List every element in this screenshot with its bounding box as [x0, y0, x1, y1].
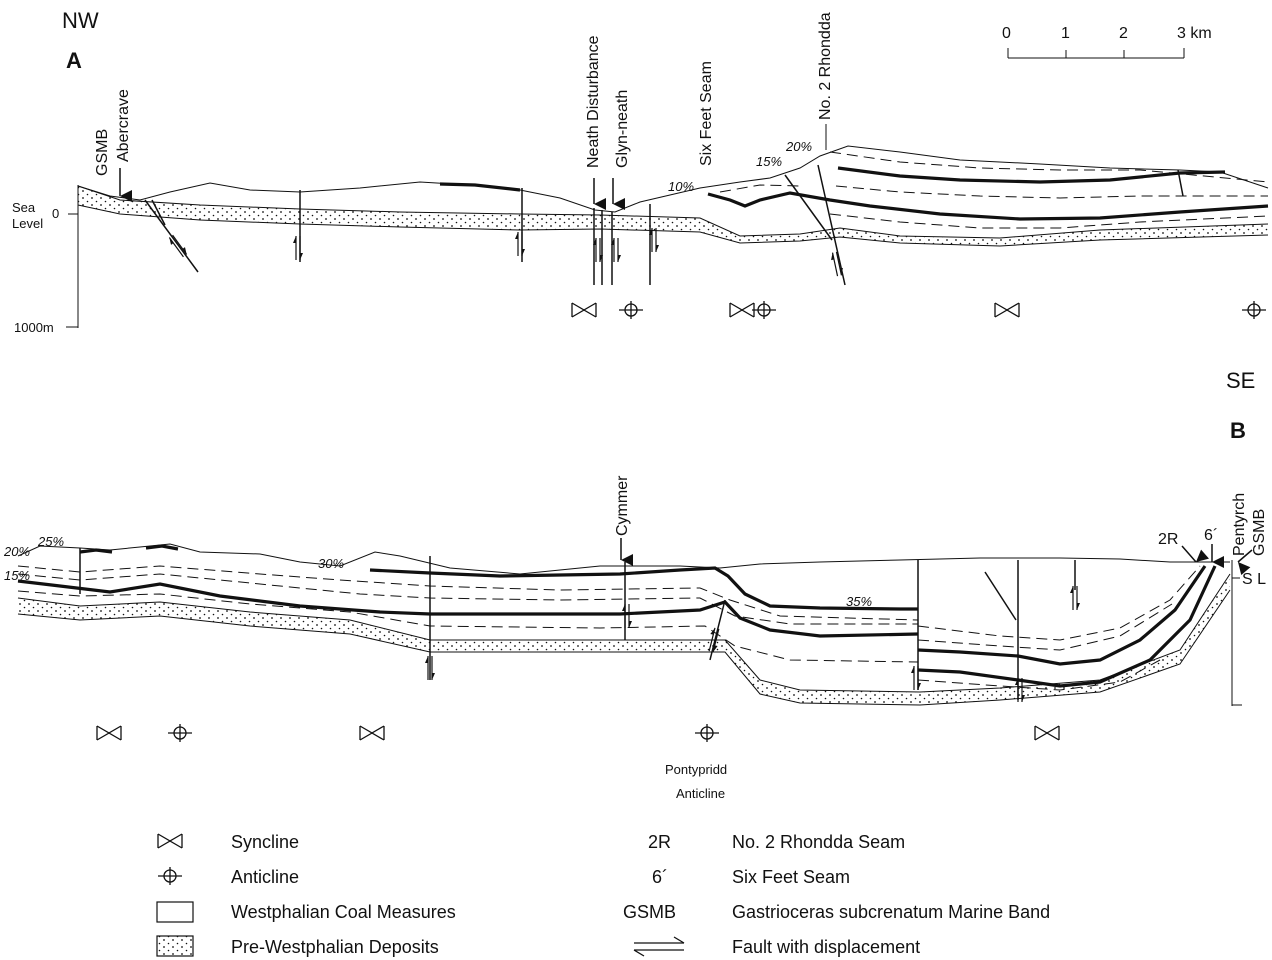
gsmb-label-a: GSMB: [94, 129, 111, 176]
fault-abercrave: [144, 199, 199, 273]
fault-pontypridd: [709, 599, 726, 661]
legend-anticline-label: Anticline: [231, 867, 299, 887]
nw-label: NW: [62, 8, 99, 33]
anticline-symbol: [1241, 300, 1267, 320]
syncline-symbol: [571, 302, 597, 318]
seam-b-upper-1: [79, 548, 113, 554]
legend-abbr-6: 6´: [652, 867, 668, 887]
dip-label: 25%: [37, 534, 64, 549]
no2-rhondda-seam-a: [837, 166, 1226, 184]
neath-disturbance-label: Neath Disturbance: [585, 35, 602, 168]
fault-displacement-mark: [514, 231, 526, 257]
legend-rhondda-label: No. 2 Rhondda Seam: [732, 832, 905, 852]
six-feet-seam-label: Six Feet Seam: [698, 61, 715, 166]
ground-surface-a: [77, 145, 1269, 213]
legend-fault-symbol: [633, 936, 685, 957]
syncline-symbol: [994, 302, 1020, 318]
gsmb-label-b: GSMB: [1251, 509, 1268, 556]
legend-six-feet-label: Six Feet Seam: [732, 867, 850, 887]
syncline-symbol: [729, 302, 755, 318]
legend: Syncline Anticline Westphalian Coal Meas…: [156, 832, 1050, 957]
section-b-label: B: [1230, 418, 1246, 443]
legend-anticline-symbol: [157, 866, 183, 886]
six-feet-label-b: 6´: [1204, 527, 1218, 544]
horizon-a-4: [719, 184, 801, 193]
fault-a-4: [1177, 169, 1184, 197]
sea-label: Sea: [12, 200, 36, 215]
syncline-symbol: [1034, 725, 1060, 741]
sea-level-label-b: S L: [1242, 571, 1266, 588]
fault-displacement-mark: [292, 235, 304, 261]
seam-a-lens-1: [439, 182, 521, 192]
ground-surface-b: [17, 543, 1230, 575]
zero-label: 0: [52, 206, 59, 221]
abercrave-label: Abercrave: [115, 89, 132, 162]
section-a: NW A Sea Level 0 1000m: [12, 8, 1269, 335]
anticline-symbol: [694, 723, 720, 743]
legend-gsmb-label: Gastrioceras subcrenatum Marine Band: [732, 902, 1050, 922]
anticline-symbol: [167, 723, 193, 743]
legend-abbr-gsmb: GSMB: [623, 902, 676, 922]
syncline-symbol: [96, 725, 122, 741]
fault-displacement-mark: [621, 603, 633, 629]
scale-tick-label: 1: [1061, 25, 1070, 42]
horizon-a-3: [829, 213, 1269, 229]
horizon-a-1: [829, 151, 1269, 183]
rhondda-2r-label: 2R: [1158, 531, 1178, 548]
scale-tick-label: 0: [1002, 25, 1011, 42]
no2-rhondda-seam-b: [369, 566, 918, 611]
legend-coal-measures-label: Westphalian Coal Measures: [231, 902, 456, 922]
six-feet-seam-b-east: [917, 565, 1217, 688]
syncline-symbol: [359, 725, 385, 741]
horizon-a-2: [835, 185, 1268, 199]
no2-rhondda-seam-b-east: [917, 565, 1207, 666]
legend-pre-westphalian-label: Pre-Westphalian Deposits: [231, 937, 439, 957]
anticline-symbol: [618, 300, 644, 320]
dip-label: 15%: [756, 154, 782, 169]
legend-fault-label: Fault with displacement: [732, 937, 920, 957]
dip-label: 20%: [785, 139, 812, 154]
depth-label: 1000m: [14, 320, 54, 335]
no2-rhondda-label: No. 2 Rhondda: [817, 12, 834, 120]
six-feet-seam-b: [17, 579, 919, 638]
fault-rhondda-2: [817, 164, 846, 286]
legend-abbr-2r: 2R: [648, 832, 671, 852]
legend-syncline-symbol: [157, 833, 183, 849]
dip-label: 15%: [4, 568, 30, 583]
legend-pre-westphalian-swatch: [156, 935, 194, 957]
cymmer-label: Cymmer: [614, 475, 631, 536]
coal-measures-base: [77, 185, 1269, 239]
scale-tick-label: 3 km: [1177, 25, 1212, 42]
pontypridd-label: Pontypridd: [665, 762, 727, 777]
pre-westphalian-band: [78, 186, 1268, 246]
seam-b-upper-2: [145, 544, 179, 551]
fault-rhondda-1: [784, 174, 833, 241]
legend-coal-measures-swatch: [156, 901, 194, 923]
pre-westphalian-base: [77, 204, 1269, 247]
level-label: Level: [12, 216, 43, 231]
rhondda-2r-arrow: [1181, 545, 1209, 563]
fault-b-5: [984, 571, 1017, 621]
dip-label: 10%: [668, 179, 694, 194]
section-b: SE B: [3, 368, 1268, 801]
dip-label: 20%: [3, 544, 30, 559]
anticline-symbol: [751, 300, 777, 320]
legend-syncline-label: Syncline: [231, 832, 299, 852]
horizon-b-4: [917, 565, 1201, 641]
six-feet-seam-a: [707, 191, 1269, 221]
horizon-b-5: [917, 603, 1173, 651]
anticline-name-label: Anticline: [676, 786, 725, 801]
scale-bar: 0 1 2 3 km: [1002, 25, 1212, 59]
dip-label: 30%: [318, 556, 344, 571]
dip-label: 35%: [846, 594, 872, 609]
scale-tick-label: 2: [1119, 25, 1128, 42]
section-a-label: A: [66, 48, 82, 73]
glyn-neath-label: Glyn-neath: [614, 90, 631, 168]
pentyrch-label: Pentyrch: [1231, 493, 1248, 556]
horizon-b-6: [917, 659, 1161, 691]
fault-abercrave-2: [151, 199, 166, 226]
se-label: SE: [1226, 368, 1255, 393]
gsmb-arrow-b: [1237, 549, 1253, 576]
